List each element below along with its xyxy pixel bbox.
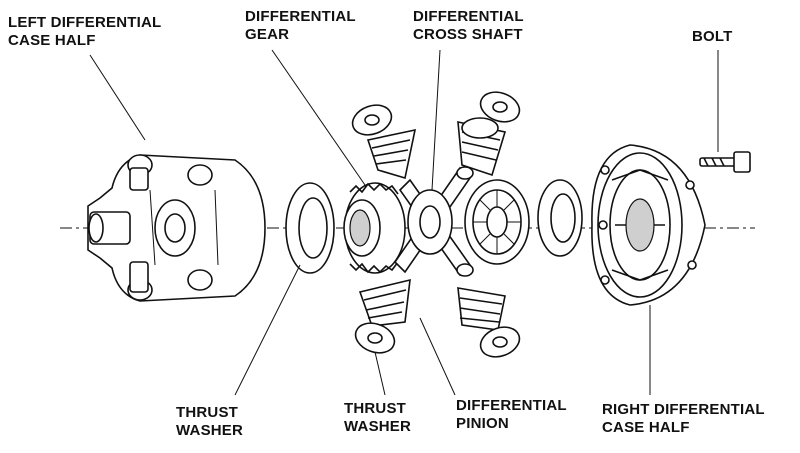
- cross-shaft-part: [393, 166, 474, 277]
- pinion-lower-left-part: [354, 278, 411, 354]
- left-case-half-part: [87, 154, 266, 302]
- label-thrust-washer-center: THRUST WASHER: [344, 400, 412, 435]
- label-differential-gear: DIFFERENTIAL GEAR: [245, 8, 356, 43]
- pinion-lower-right-part: [457, 287, 521, 358]
- label-left-case-half: LEFT DIFFERENTIAL CASE HALF: [8, 14, 162, 49]
- differential-gear-right-part: [464, 179, 530, 265]
- right-case-half-part: [591, 144, 706, 306]
- leader-lines: [89, 49, 719, 396]
- pinion-upper-right-part: [457, 91, 521, 177]
- label-bolt: BOLT: [692, 28, 733, 45]
- label-right-case-half: RIGHT DIFFERENTIAL CASE HALF: [602, 401, 765, 436]
- pinion-upper-left-part: [351, 104, 417, 180]
- thrust-washer-right-part: [537, 179, 583, 257]
- thrust-washer-left-part: [285, 182, 335, 274]
- label-cross-shaft: DIFFERENTIAL CROSS SHAFT: [413, 8, 524, 43]
- bolt-part: [699, 151, 751, 173]
- label-thrust-washer-left: THRUST WASHER: [176, 404, 244, 439]
- label-differential-pinion: DIFFERENTIAL PINION: [456, 397, 567, 432]
- differential-gear-left-part: [343, 182, 406, 274]
